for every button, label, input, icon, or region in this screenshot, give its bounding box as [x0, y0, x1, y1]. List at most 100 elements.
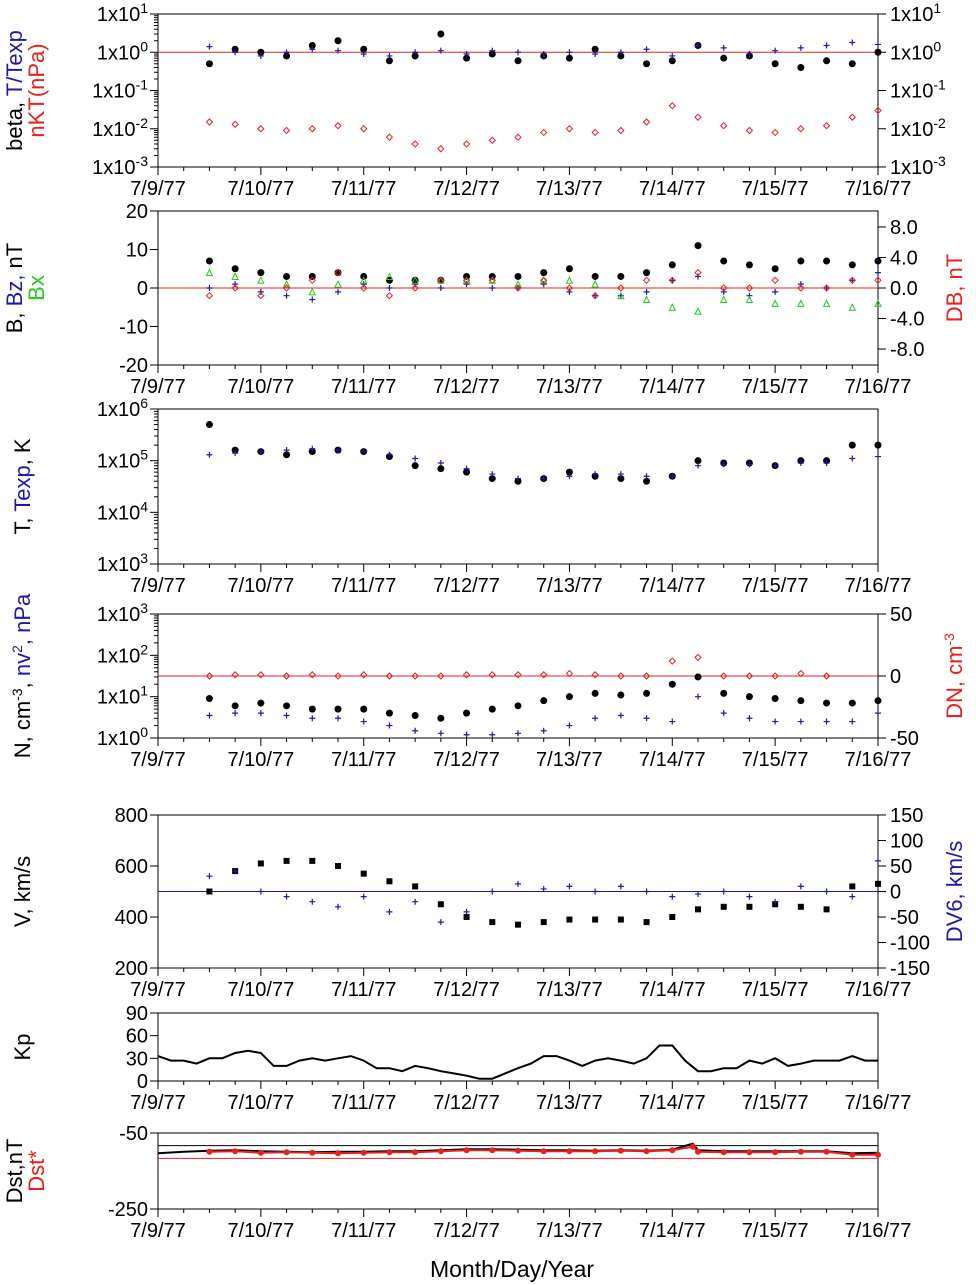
x-tick-label: 7/15/77 — [742, 575, 809, 597]
plot-frame — [157, 1012, 879, 1082]
data-point-N — [591, 689, 599, 697]
x-tick-label: 7/14/77 — [639, 749, 706, 771]
y-right-tick-label: 50 — [890, 604, 912, 626]
data-point-T — [848, 441, 856, 449]
data-point-Texp — [360, 448, 367, 455]
data-point-DB — [488, 276, 496, 285]
y-axis-title-part: nv — [10, 653, 35, 676]
data-point-Bz — [437, 285, 444, 291]
data-point-nv2 — [489, 731, 496, 738]
x-tick-label: 7/9/77 — [130, 749, 186, 771]
data-point-N — [771, 695, 779, 703]
data-point-nv2 — [412, 727, 419, 734]
data-point-nkt — [308, 125, 316, 133]
data-point-beta — [205, 60, 213, 68]
y-axis-title: B, Bz, nT — [2, 243, 27, 334]
data-point-Dst* — [823, 1148, 830, 1155]
data-point-nkt — [462, 140, 471, 148]
data-point-Bx — [359, 276, 368, 284]
data-point-V — [206, 888, 213, 895]
data-point-DB — [308, 276, 316, 285]
panel-dst: 7/9/77 7/10/77 7/11/77 7/12/77 7/13/77 7/14/7… — [2, 1123, 911, 1242]
data-point-t_texp — [437, 47, 444, 54]
data-point-T — [643, 477, 651, 485]
y-right-tick-label-exponent: -2 — [933, 115, 946, 131]
x-tick-label: 7/9/77 — [130, 1092, 186, 1114]
x-tick-label: 7/10/77 — [227, 376, 294, 398]
data-point-DN — [205, 672, 214, 680]
data-point-V — [849, 883, 856, 890]
data-point-DN — [771, 672, 779, 680]
plot-frame — [157, 1132, 879, 1210]
y-tick-label: 1x10-2 — [92, 115, 148, 141]
data-point-DN — [231, 671, 239, 679]
y-tick-label-exponent: -2 — [136, 115, 149, 131]
data-point-nkt — [591, 128, 599, 137]
data-point-t_texp — [412, 49, 419, 56]
x-tick-label: 7/10/77 — [227, 1092, 294, 1114]
data-point-B — [231, 265, 239, 273]
data-point-DV6 — [566, 883, 573, 890]
data-point-nv2 — [309, 715, 316, 722]
data-point-DB — [797, 284, 805, 292]
data-point-T — [488, 475, 496, 483]
data-point-Bz — [283, 292, 290, 299]
data-point-Bz — [412, 281, 419, 288]
data-point-nv2 — [875, 710, 881, 717]
y-tick-label: -10 — [119, 317, 148, 339]
data-point-Bx — [617, 291, 625, 300]
data-point-DB — [848, 276, 856, 285]
x-tick-label: 7/13/77 — [536, 749, 603, 771]
data-point-t_texp — [695, 42, 701, 49]
data-point-Texp — [437, 460, 444, 467]
y-tick-label: 10 — [126, 240, 148, 262]
y-tick-label: 0 — [137, 1071, 148, 1093]
data-point-DV6 — [849, 893, 856, 900]
data-point-beta — [514, 57, 522, 65]
y-right-tick-label: 100 — [890, 831, 923, 853]
y-tick-label: 800 — [115, 805, 148, 827]
series-line-Kp — [157, 1044, 878, 1080]
data-point-Bx — [334, 280, 342, 288]
data-point-B — [668, 261, 676, 269]
data-point-N — [205, 695, 213, 703]
y-tick-label: 90 — [126, 1003, 148, 1025]
x-tick-label: 7/10/77 — [227, 979, 294, 1001]
data-point-B — [514, 272, 522, 280]
x-tick-label: 7/11/77 — [331, 376, 396, 398]
data-point-Dst* — [309, 1149, 316, 1156]
data-point-V — [566, 916, 573, 923]
data-point-V — [515, 921, 521, 928]
x-tick-label: 7/12/77 — [433, 1092, 500, 1114]
data-point-DV6 — [257, 888, 264, 895]
data-point-Dst* — [283, 1149, 290, 1156]
y-right-tick-label-exponent: 1 — [933, 0, 941, 16]
data-point-B — [283, 272, 291, 280]
data-point-DV6 — [772, 898, 779, 905]
y-tick-label: 1x10-3 — [92, 153, 148, 179]
y-axis-title-right-part: DB, nT — [942, 254, 967, 322]
data-point-N — [797, 697, 805, 705]
data-point-beta — [797, 63, 805, 71]
data-point-Bz — [386, 285, 393, 291]
data-point-nv2 — [669, 718, 676, 725]
data-point-DN — [514, 671, 522, 679]
data-point-t_texp — [206, 43, 213, 50]
data-point-nv2 — [823, 718, 830, 725]
data-point-nv2 — [335, 715, 341, 722]
data-point-DV6 — [617, 883, 624, 890]
x-tick-label: 7/15/77 — [742, 1220, 809, 1242]
data-point-Dst* — [643, 1148, 650, 1155]
data-point-Bz — [206, 285, 213, 291]
data-point-nkt — [822, 122, 831, 130]
data-point-nkt — [694, 113, 702, 121]
data-point-V — [540, 919, 547, 926]
data-point-beta — [283, 52, 291, 60]
data-point-nkt — [720, 122, 728, 130]
data-point-nv2 — [643, 715, 650, 722]
data-point-Bz — [875, 269, 881, 276]
data-point-DB — [360, 284, 368, 292]
y-tick-label-exponent: 2 — [140, 641, 148, 657]
data-point-DV6 — [669, 893, 676, 900]
data-point-Texp — [515, 475, 521, 482]
